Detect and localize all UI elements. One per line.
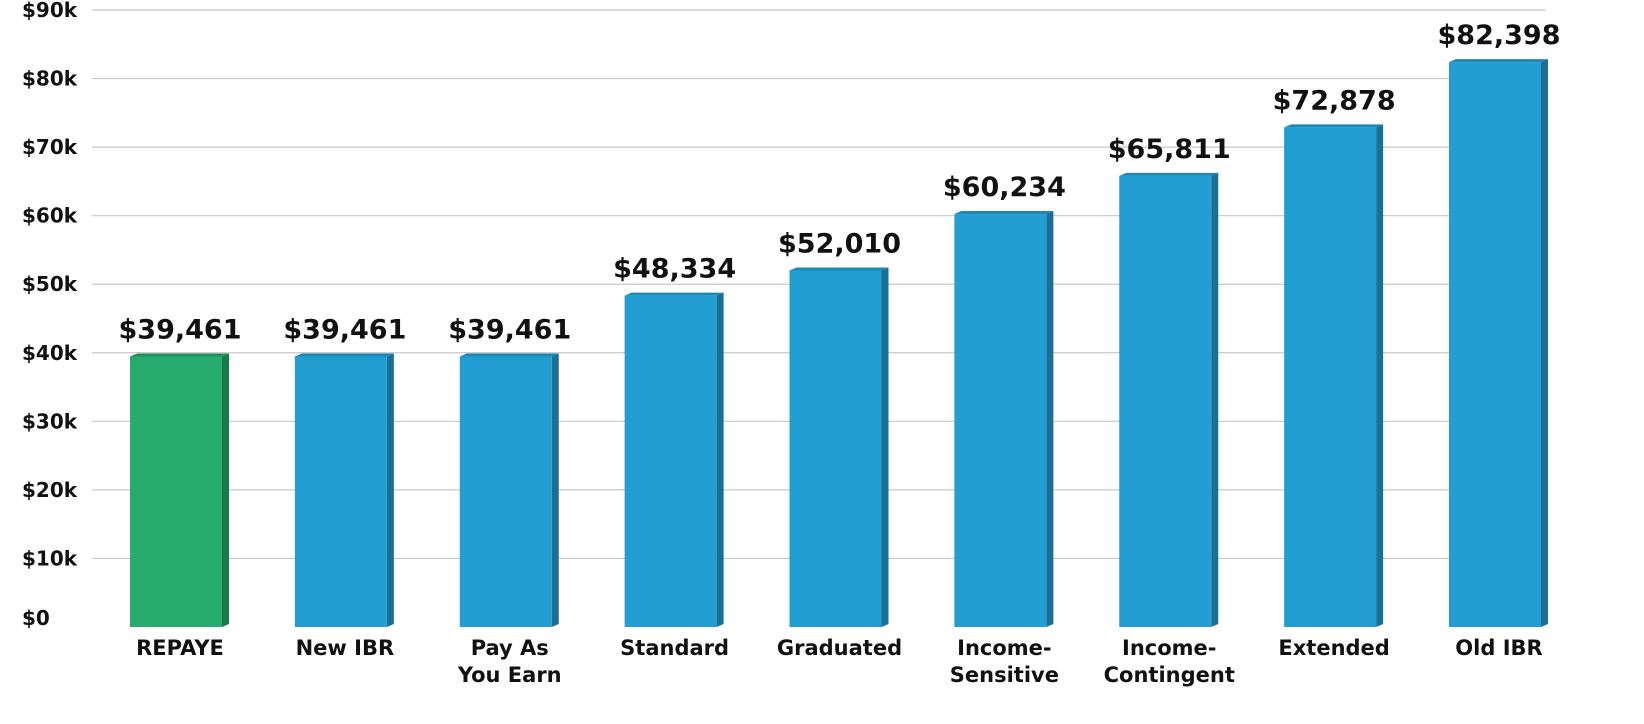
bar-side [716, 292, 724, 627]
x-tick-label-line: Income- [1122, 636, 1216, 660]
bar-top [294, 353, 394, 357]
x-tick-label: Pay As You Earn [457, 636, 562, 687]
bar [1119, 172, 1219, 627]
x-tick-label-line: You Earn [457, 663, 562, 687]
x-tick-label-line: Graduated [777, 636, 902, 660]
bar [130, 353, 229, 627]
bar-side [386, 353, 394, 627]
bar-top [1119, 172, 1219, 176]
bars [130, 59, 1548, 628]
x-tick-label-line: REPAYE [136, 636, 224, 660]
bar [624, 292, 724, 627]
bar-top [459, 353, 559, 357]
bar-top [1284, 124, 1384, 128]
bar [459, 353, 559, 627]
y-tick-label: $80k [22, 67, 78, 91]
data-labels: $39,461 $39,461 $39,461 $48,334 $52,010 $60,2… [119, 20, 1561, 345]
y-tick-label: $0 [22, 606, 50, 630]
x-tick-label-line: Extended [1278, 636, 1389, 660]
bar-front [294, 356, 387, 627]
bar-top [1449, 59, 1548, 63]
y-tick-label: $30k [22, 409, 78, 433]
y-tick-label: $20k [22, 478, 78, 502]
bar-top [954, 211, 1054, 215]
data-label: $82,398 [1438, 20, 1561, 51]
y-tick-label: $90k [22, 0, 78, 22]
bar-front [1449, 62, 1541, 628]
bar [1284, 124, 1384, 627]
x-tick-label: New IBR [296, 636, 395, 660]
data-label: $39,461 [448, 314, 571, 345]
y-tick-label: $60k [22, 204, 78, 228]
x-tick-label-line: Pay As [471, 636, 549, 660]
x-tick-label: Graduated [777, 636, 902, 660]
bar-front [789, 270, 882, 627]
bar-top [789, 267, 889, 271]
bar-front [130, 356, 222, 627]
x-tick-label: Income- Contingent [1104, 636, 1235, 687]
x-tick-label: Old IBR [1455, 636, 1542, 660]
bar-side [551, 353, 559, 627]
bar-side [1541, 59, 1548, 628]
bar-side [881, 267, 889, 627]
bar-side [1046, 211, 1054, 627]
y-tick-label: $50k [22, 272, 78, 296]
x-tick-label-line: Standard [620, 636, 729, 660]
data-label: $65,811 [1108, 134, 1231, 165]
y-axis-ticks: $0 $10k $20k $30k $40k $50k $60k $70k $80k $90k [22, 0, 78, 630]
x-tick-label: Income- Sensitive [950, 636, 1059, 687]
bar-front [459, 356, 552, 627]
y-tick-label: $10k [22, 546, 78, 570]
x-tick-label-line: Old IBR [1455, 636, 1542, 660]
data-label: $39,461 [119, 314, 242, 345]
y-tick-label: $70k [22, 135, 78, 159]
bar-top [624, 292, 724, 296]
x-tick-label-line: Sensitive [950, 663, 1059, 687]
x-tick-label-line: New IBR [296, 636, 395, 660]
x-tick-label: Extended [1278, 636, 1389, 660]
bar [954, 211, 1054, 627]
data-label: $72,878 [1273, 85, 1396, 116]
x-axis-ticks: REPAYE New IBR Pay As You Earn Standard Gradu… [136, 636, 1543, 687]
bar-side [1211, 172, 1219, 627]
bar-side [222, 353, 229, 627]
bar [1449, 59, 1548, 628]
y-tick-label: $40k [22, 341, 78, 365]
bar-front [1119, 175, 1212, 627]
data-label: $52,010 [778, 228, 901, 259]
bar-front [1284, 127, 1377, 627]
data-label: $60,234 [943, 172, 1066, 203]
bar [294, 353, 394, 627]
x-tick-label-line: Income- [957, 636, 1051, 660]
bar [789, 267, 889, 627]
bar-side [1376, 124, 1384, 627]
x-tick-label-line: Contingent [1104, 663, 1235, 687]
data-label: $39,461 [283, 314, 406, 345]
bar-front [624, 295, 717, 627]
bar-front [954, 214, 1047, 627]
x-tick-label: Standard [620, 636, 729, 660]
bar-top [130, 353, 229, 357]
x-tick-label: REPAYE [136, 636, 224, 660]
data-label: $48,334 [613, 254, 736, 285]
